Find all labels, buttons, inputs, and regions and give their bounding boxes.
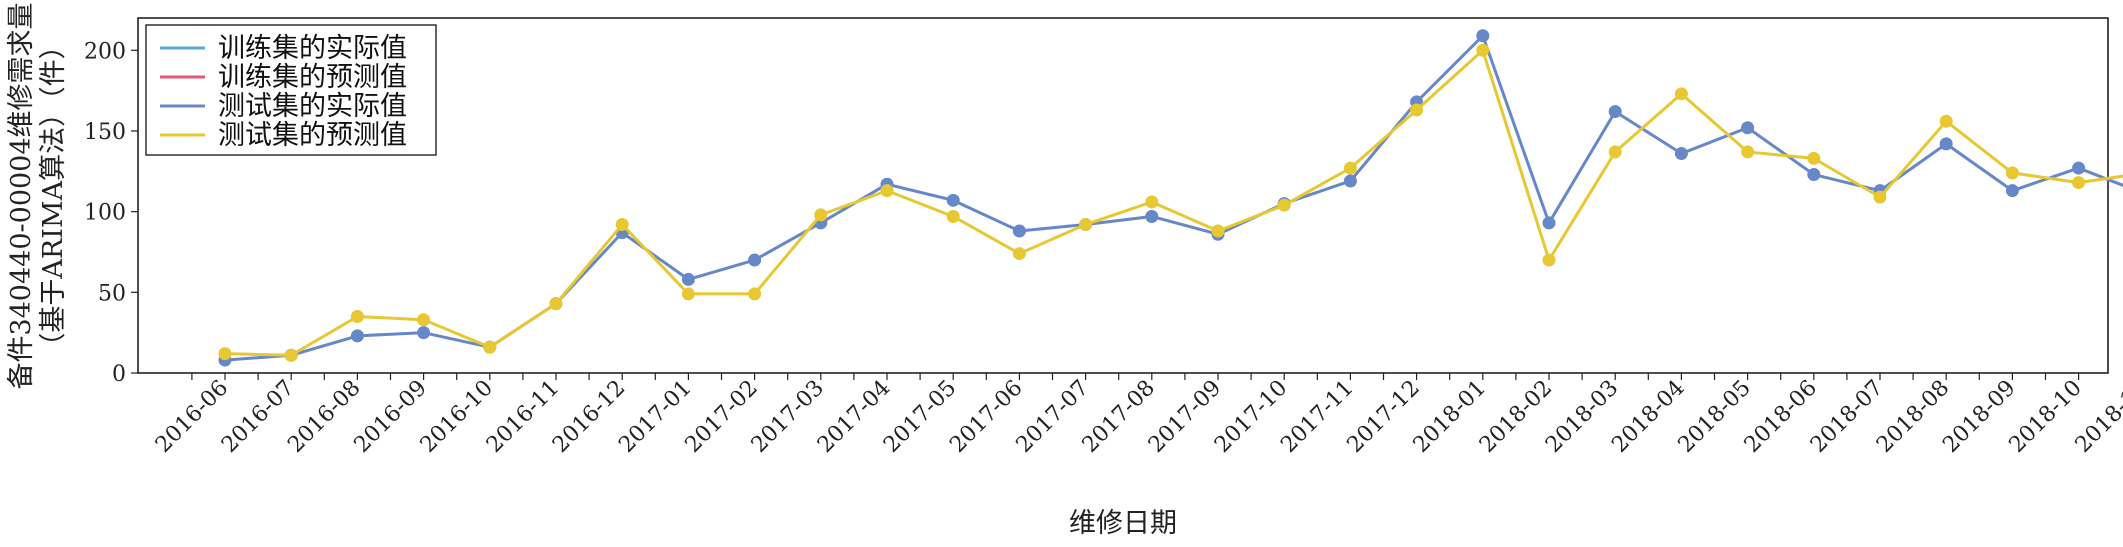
x-tick-label: 2017-01 [614, 376, 696, 458]
series-line [224, 48, 2123, 357]
data-point [350, 329, 364, 343]
data-point [748, 253, 762, 267]
x-tick-label: 2016-10 [416, 376, 498, 458]
x-tick-label: 2017-03 [747, 376, 829, 458]
x-tick-label: 2017-07 [1012, 376, 1094, 458]
data-point [1741, 145, 1755, 159]
data-point [681, 272, 695, 286]
data-point [1674, 147, 1688, 161]
x-tick-label: 2017-09 [1144, 376, 1226, 458]
x-tick-label: 2018-01 [1409, 376, 1491, 458]
y-tick-label: 200 [84, 39, 126, 64]
y-tick-label: 100 [84, 201, 126, 226]
x-tick-label: 2018-02 [1475, 376, 1557, 458]
x-tick-label: 2018-08 [1872, 376, 1954, 458]
x-axis-title: 维修日期 [1069, 508, 1177, 539]
data-point [1211, 224, 1225, 238]
data-point [218, 347, 232, 361]
y-axis: 0 50 100 150 200 [84, 39, 138, 387]
data-point [1608, 145, 1622, 159]
x-tick-label: 2017-11 [1276, 376, 1358, 458]
y-axis-title: 备件340440-00004维修需求量 （基于ARIMA算法）（件） [6, 2, 69, 389]
data-point [1807, 168, 1821, 182]
x-tick-label: 2016-12 [548, 376, 630, 458]
y-axis-title-line-1: 备件340440-00004维修需求量 [6, 2, 37, 389]
data-point [2072, 161, 2086, 175]
x-tick-label: 2018-05 [1674, 376, 1756, 458]
y-axis-title-line-2: （基于ARIMA算法）（件） [38, 32, 69, 359]
legend-label: 训练集的预测值 [218, 62, 407, 93]
data-point [748, 287, 762, 301]
x-tick-label: 2018-03 [1541, 376, 1623, 458]
data-point [1939, 114, 1953, 128]
data-point [1542, 216, 1556, 230]
x-tick-label: 2016-11 [482, 376, 564, 458]
data-point [417, 313, 431, 327]
y-tick-label: 150 [84, 120, 126, 145]
data-point [1476, 29, 1490, 43]
legend-label: 训练集的实际值 [218, 33, 407, 64]
data-point [1939, 137, 1953, 151]
data-point [1476, 43, 1490, 57]
x-tick-label: 2017-04 [813, 376, 895, 458]
x-tick-label: 2018-10 [2005, 376, 2087, 458]
x-axis: 2016-062016-072016-082016-092016-102016-… [151, 373, 2123, 458]
data-point [814, 208, 828, 222]
data-point [284, 348, 298, 362]
data-point [549, 297, 563, 311]
data-point [2005, 166, 2019, 180]
x-tick-label: 2016-07 [217, 376, 299, 458]
x-tick-label: 2016-06 [151, 376, 233, 458]
data-point [350, 310, 364, 324]
x-tick-label: 2016-09 [350, 376, 432, 458]
data-point [1410, 103, 1424, 117]
plot-frame [137, 17, 2109, 374]
data-point [880, 184, 894, 198]
data-point [1608, 105, 1622, 119]
legend-label: 测试集的实际值 [218, 91, 407, 122]
data-point [2072, 176, 2086, 190]
data-point [1741, 121, 1755, 135]
data-point [1145, 209, 1159, 223]
series-3 [218, 43, 2123, 362]
data-point [417, 326, 431, 340]
data-point [1873, 190, 1887, 204]
data-point [1674, 87, 1688, 101]
data-point [1807, 151, 1821, 165]
data-point [483, 340, 497, 354]
x-tick-label: 2017-10 [1210, 376, 1292, 458]
data-point [1012, 224, 1026, 238]
data-point [1145, 195, 1159, 209]
legend-label: 测试集的预测值 [218, 120, 407, 151]
data-point [1079, 218, 1093, 232]
data-point [946, 209, 960, 223]
x-tick-label: 2017-06 [945, 376, 1027, 458]
data-point [1277, 198, 1291, 212]
data-point [1343, 161, 1357, 175]
y-tick-label: 0 [112, 362, 126, 387]
data-point [2005, 184, 2019, 198]
series-layer [218, 29, 2123, 367]
x-tick-label: 2018-06 [1740, 376, 1822, 458]
data-point [1542, 253, 1556, 267]
y-tick-label: 50 [98, 281, 126, 306]
data-point [1012, 247, 1026, 261]
x-tick-label: 2017-05 [879, 376, 961, 458]
data-point [946, 193, 960, 207]
x-tick-label: 2018-04 [1607, 376, 1689, 458]
x-tick-label: 2017-08 [1078, 376, 1160, 458]
x-tick-label: 2017-02 [681, 376, 763, 458]
data-point [615, 218, 629, 232]
data-point [1343, 174, 1357, 188]
x-tick-label: 2016-08 [283, 376, 365, 458]
x-tick-label: 2018-07 [1806, 376, 1888, 458]
series-2 [218, 29, 2123, 367]
series-line [224, 34, 2123, 362]
x-tick-label: 2017-12 [1343, 376, 1425, 458]
data-point [681, 287, 695, 301]
x-tick-label: 2018-09 [1938, 376, 2020, 458]
